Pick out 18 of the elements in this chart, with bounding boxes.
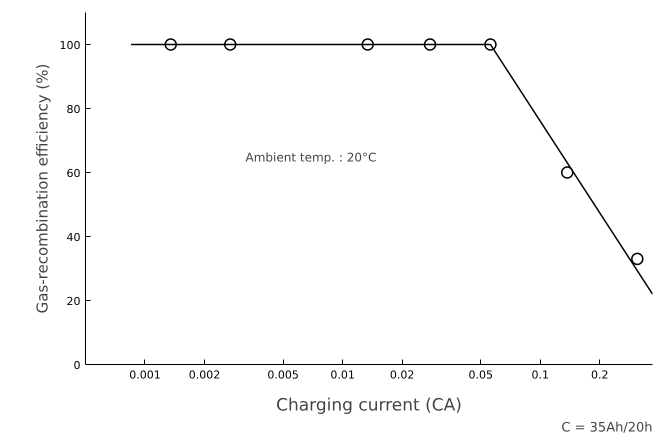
x-tick-label: 0.05 [468,368,493,382]
y-tick-label: 100 [60,39,81,52]
y-tick-label: 40 [66,231,81,244]
y-tick-label: 0 [74,359,80,372]
y-tick-label: 80 [66,103,81,116]
x-tick-label: 0.001 [129,368,161,382]
y-tick-label: 60 [66,167,81,180]
x-tick-label: 0.01 [330,368,355,382]
y-axis-title: Gas-recombination efficiency (%) [34,64,52,314]
text: C = 35Ah/20h [561,420,653,435]
x-tick-label: 0.005 [267,368,299,382]
x-tick-label: 0.2 [590,368,608,382]
x-axis-title: Charging current (CA) [276,396,462,416]
x-tick-label: 0.02 [390,368,414,382]
x-tick-label: 0.002 [188,368,220,382]
annotation: Ambient temp. : 20°C [246,150,376,164]
y-tick-label: 20 [66,295,81,308]
x-tick-label: 0.1 [531,368,549,382]
